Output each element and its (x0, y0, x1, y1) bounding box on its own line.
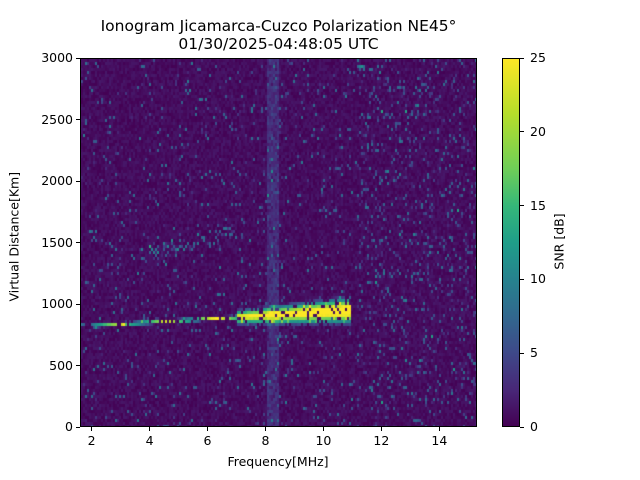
x-tick-label: 4 (145, 433, 154, 448)
colorbar-tick-label: 20 (530, 123, 546, 139)
colorbar-tick (520, 426, 524, 428)
x-tick-label: 8 (261, 433, 270, 448)
colorbar-title: SNR [dB] (551, 213, 567, 270)
y-tick (76, 180, 80, 182)
colorbar-tick (520, 205, 524, 207)
colorbar-tick (520, 131, 524, 133)
y-tick-label: 1000 (41, 296, 73, 311)
x-tick (149, 427, 151, 431)
x-tick (438, 427, 440, 431)
x-axis-title: Frequency[MHz] (227, 454, 329, 469)
colorbar-tick (520, 57, 524, 59)
colorbar-tick (520, 352, 524, 354)
y-axis-title: Virtual Distance[Km] (6, 171, 22, 302)
x-tick-label: 6 (203, 433, 212, 448)
colorbar-tick (520, 278, 524, 280)
y-tick-label: 500 (49, 357, 73, 373)
colorbar-tick-label: 15 (530, 197, 546, 213)
x-tick-label: 2 (87, 433, 96, 448)
colorbar-tick-label: 0 (530, 419, 538, 434)
y-tick-label: 1500 (41, 234, 73, 250)
y-tick (76, 242, 80, 243)
x-tick (380, 427, 382, 431)
y-tick (76, 365, 80, 366)
colorbar-tick-label: 25 (530, 50, 546, 65)
y-tick-label: 2000 (41, 173, 73, 188)
x-tick (91, 427, 93, 431)
chart-title: Ionogram Jicamarca-Cuzco Polarization NE… (100, 17, 457, 35)
y-tick (76, 57, 80, 59)
x-tick-label: 12 (373, 433, 390, 448)
y-tick (76, 303, 80, 305)
x-tick-label: 14 (431, 433, 448, 448)
chart-subtitle: 01/30/2025-04:48:05 UTC (178, 35, 379, 53)
y-tick-label: 3000 (41, 50, 73, 65)
colorbar-tick-label: 5 (530, 345, 538, 361)
colorbar-tick-label: 10 (530, 271, 546, 287)
x-tick (264, 427, 266, 431)
y-tick (76, 119, 80, 120)
snr-heatmap (81, 59, 476, 426)
y-tick-label: 2500 (41, 111, 73, 127)
y-tick-label: 0 (65, 419, 73, 434)
ionogram-plot-area (80, 58, 477, 427)
x-tick (322, 427, 324, 431)
colorbar (502, 58, 520, 427)
y-tick (76, 426, 80, 428)
x-tick-label: 10 (315, 433, 332, 448)
x-tick (207, 427, 208, 431)
